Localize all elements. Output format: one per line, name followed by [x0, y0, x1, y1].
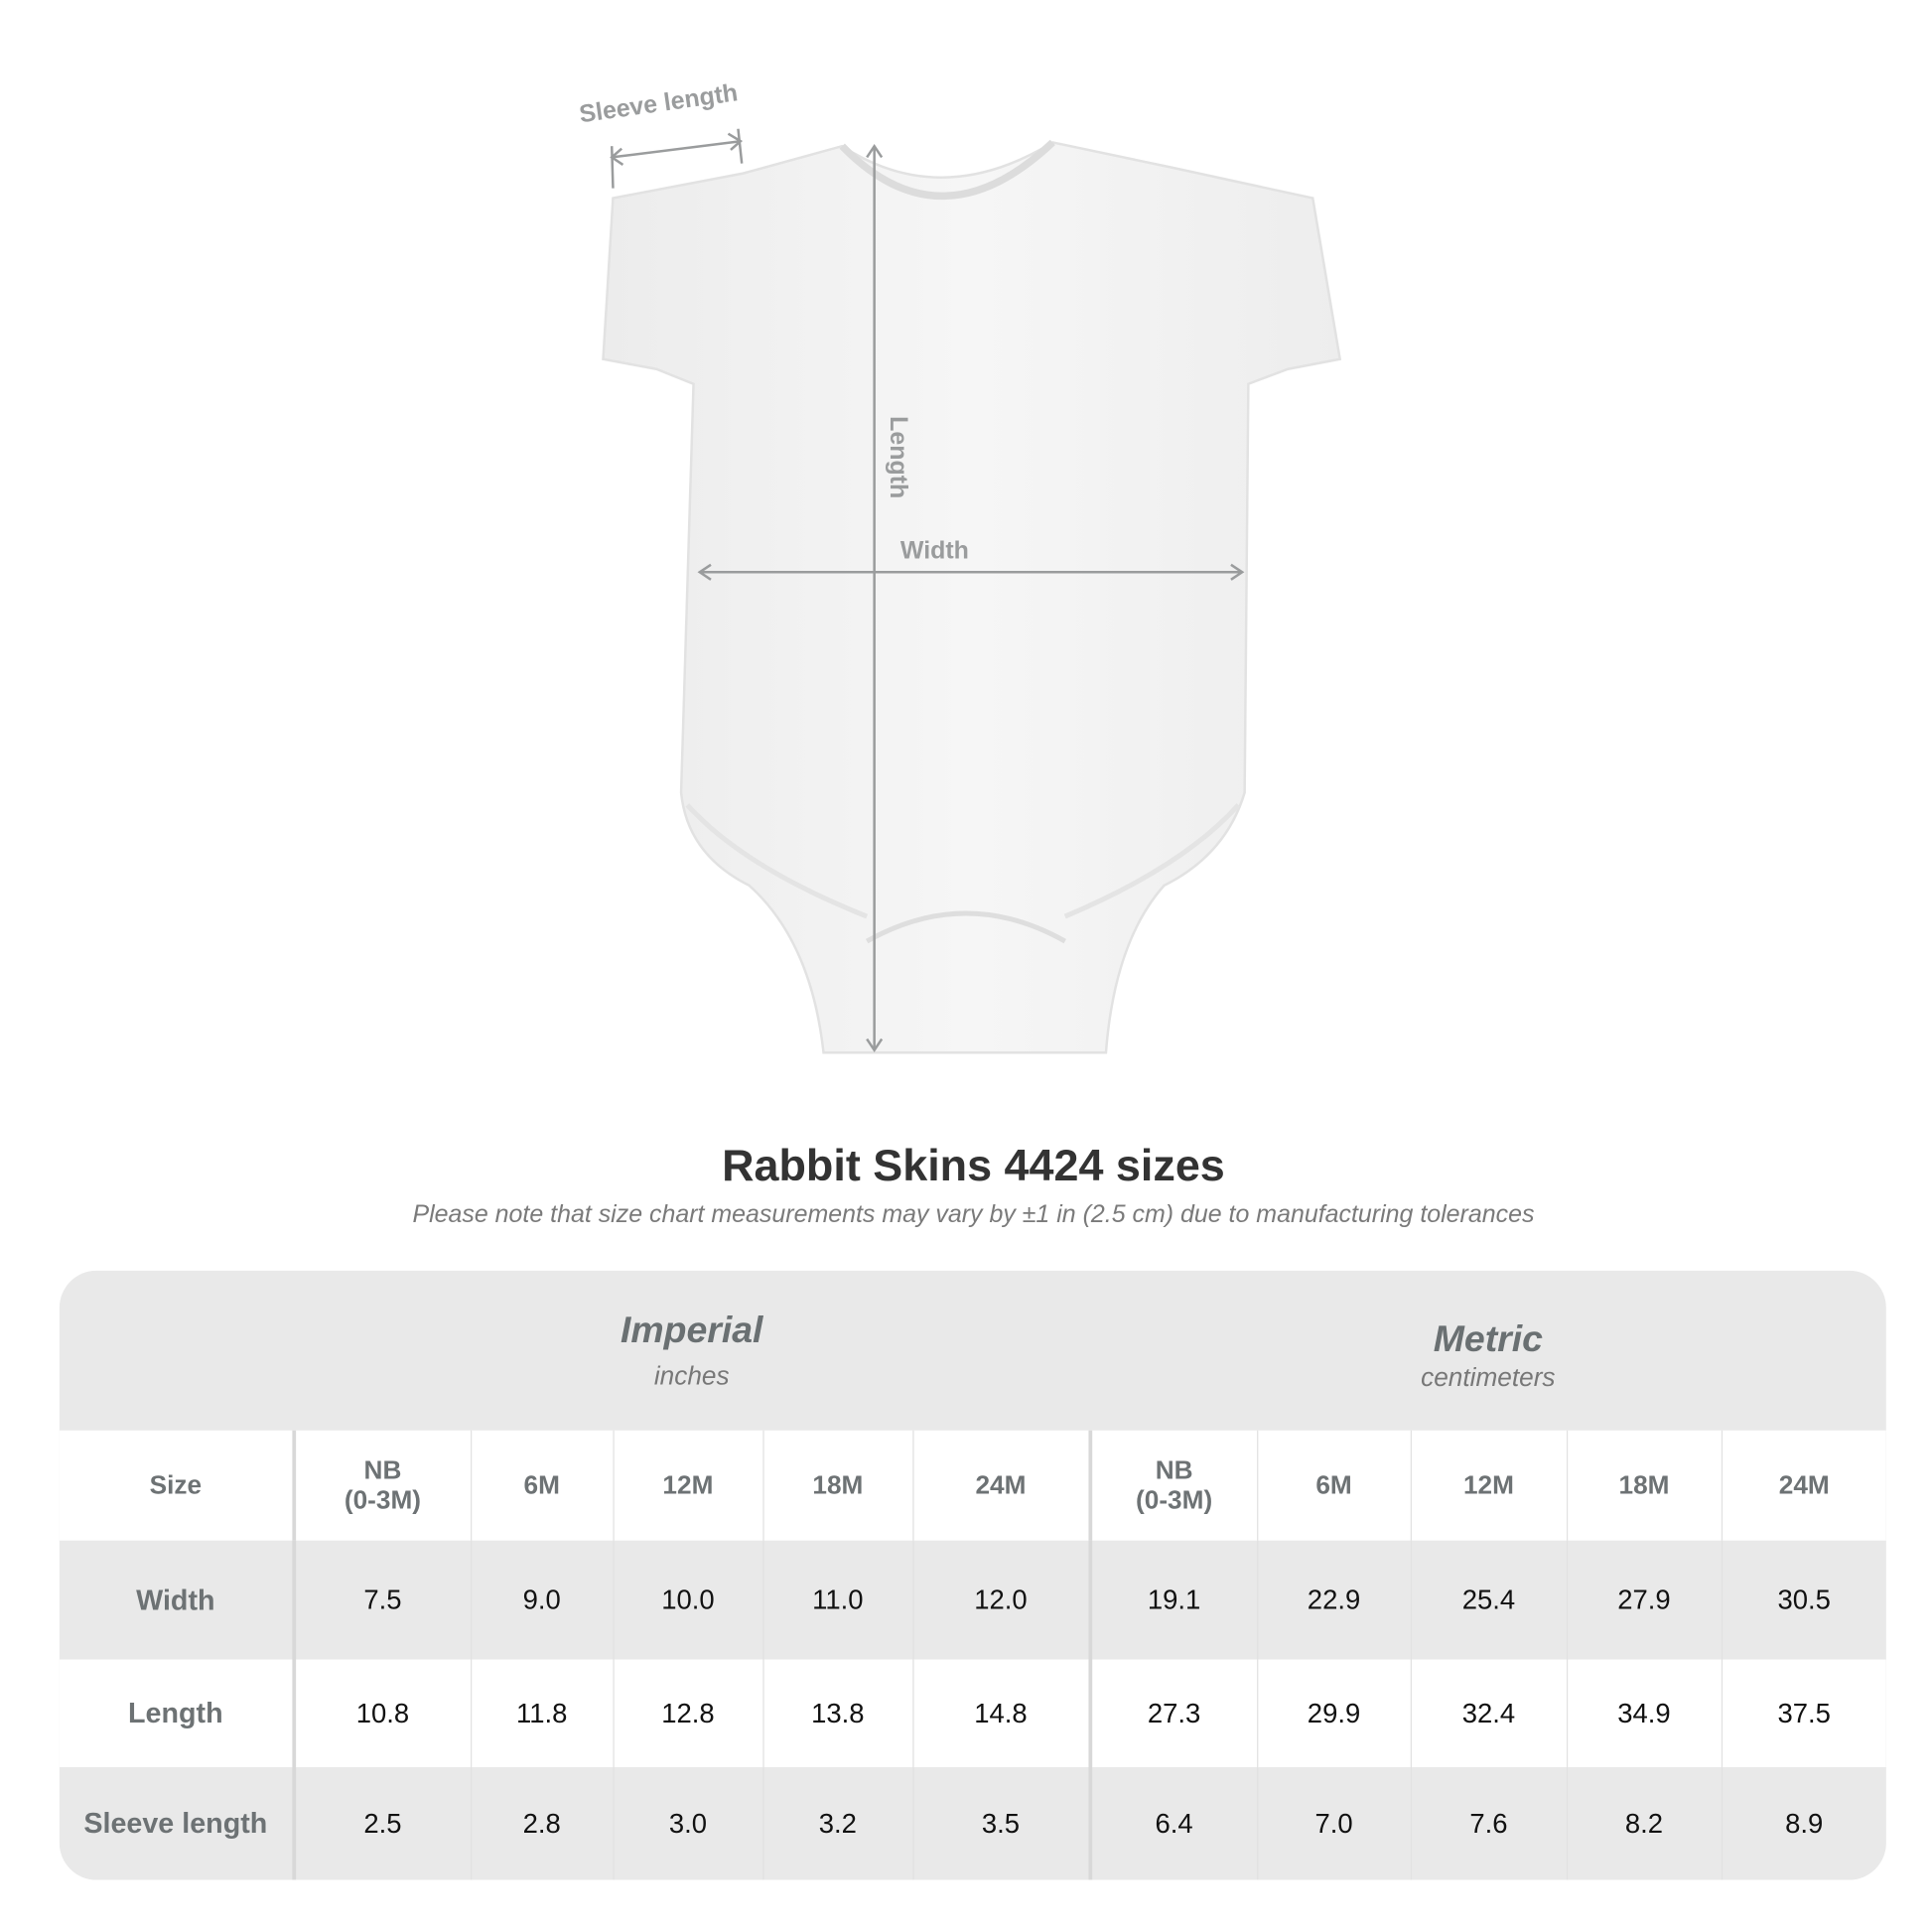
size-header: NB (0-3M): [291, 1430, 472, 1541]
table-cell: 13.8: [761, 1659, 913, 1768]
table-cell: 11.8: [470, 1659, 614, 1768]
row-label: Width: [59, 1540, 294, 1660]
table-cell: 10.0: [612, 1540, 763, 1660]
size-header-row: Size NB (0-3M) 6M 12M 18M 24M NB (0-3M) 6M 12M 1…: [59, 1430, 1886, 1541]
size-header: 18M: [1566, 1430, 1722, 1541]
size-header: 24M: [911, 1430, 1090, 1541]
tolerance-note: Please note that size chart measurements…: [412, 1200, 1535, 1229]
page-title: Rabbit Skins 4424 sizes: [722, 1139, 1225, 1190]
table-cell: 27.9: [1566, 1540, 1722, 1660]
table-cell: 6.4: [1087, 1767, 1258, 1880]
group-imperial: Imperial inches: [620, 1310, 763, 1391]
table-row: Length 10.8 11.8 12.8 13.8 14.8 27.3 29.9 32.4 34…: [59, 1659, 1886, 1768]
size-header: 18M: [761, 1430, 913, 1541]
table-cell: 12.8: [612, 1659, 763, 1768]
table-cell: 10.8: [291, 1659, 472, 1768]
table-cell: 7.6: [1410, 1767, 1568, 1880]
size-header: 6M: [470, 1430, 614, 1541]
table-cell: 8.9: [1721, 1767, 1886, 1880]
table-cell: 30.5: [1721, 1540, 1886, 1660]
table-cell: 37.5: [1721, 1659, 1886, 1768]
table-cell: 3.5: [911, 1767, 1090, 1880]
table-cell: 11.0: [761, 1540, 913, 1660]
unit-group-row: Imperial inches Metric centimeters: [60, 1271, 1886, 1431]
table-cell: 3.0: [612, 1767, 763, 1880]
table-cell: 27.3: [1087, 1659, 1258, 1768]
table-cell: 2.8: [470, 1767, 614, 1880]
size-header: NB (0-3M): [1087, 1430, 1258, 1541]
table-row: Sleeve length 2.5 2.8 3.0 3.2 3.5 6.4 7.0 7.6 8.2…: [59, 1767, 1886, 1880]
size-header: 24M: [1721, 1430, 1886, 1541]
size-header: 6M: [1256, 1430, 1411, 1541]
table-cell: 7.5: [291, 1540, 472, 1660]
row-label: Sleeve length: [59, 1767, 294, 1880]
size-header: 12M: [612, 1430, 763, 1541]
size-header: 12M: [1410, 1430, 1568, 1541]
length-label: Length: [884, 416, 912, 499]
table-cell: 29.9: [1256, 1659, 1411, 1768]
table-cell: 14.8: [911, 1659, 1090, 1768]
onesie-body: [602, 141, 1342, 1054]
table-cell: 8.2: [1566, 1767, 1722, 1880]
table-cell: 34.9: [1566, 1659, 1722, 1768]
row-label: Length: [59, 1659, 294, 1768]
table-cell: 25.4: [1410, 1540, 1568, 1660]
onesie-illustration: [602, 128, 1342, 1054]
width-label: Width: [899, 537, 969, 565]
table-cell: 9.0: [470, 1540, 614, 1660]
size-table: Imperial inches Metric centimeters Size NB…: [59, 1270, 1886, 1880]
table-cell: 3.2: [761, 1767, 913, 1880]
table-cell: 7.0: [1256, 1767, 1411, 1880]
table-cell: 19.1: [1087, 1540, 1258, 1660]
table-cell: 12.0: [911, 1540, 1090, 1660]
table-cell: 2.5: [291, 1767, 472, 1880]
table-row: Width 7.5 9.0 10.0 11.0 12.0 19.1 22.9 25.4 27.9 3…: [59, 1540, 1886, 1660]
measure-lines: [610, 128, 1245, 1053]
table-cell: 32.4: [1410, 1659, 1568, 1768]
table-cell: 22.9: [1256, 1540, 1411, 1660]
group-metric: Metric centimeters: [1421, 1317, 1556, 1392]
row-label: Size: [59, 1430, 294, 1541]
